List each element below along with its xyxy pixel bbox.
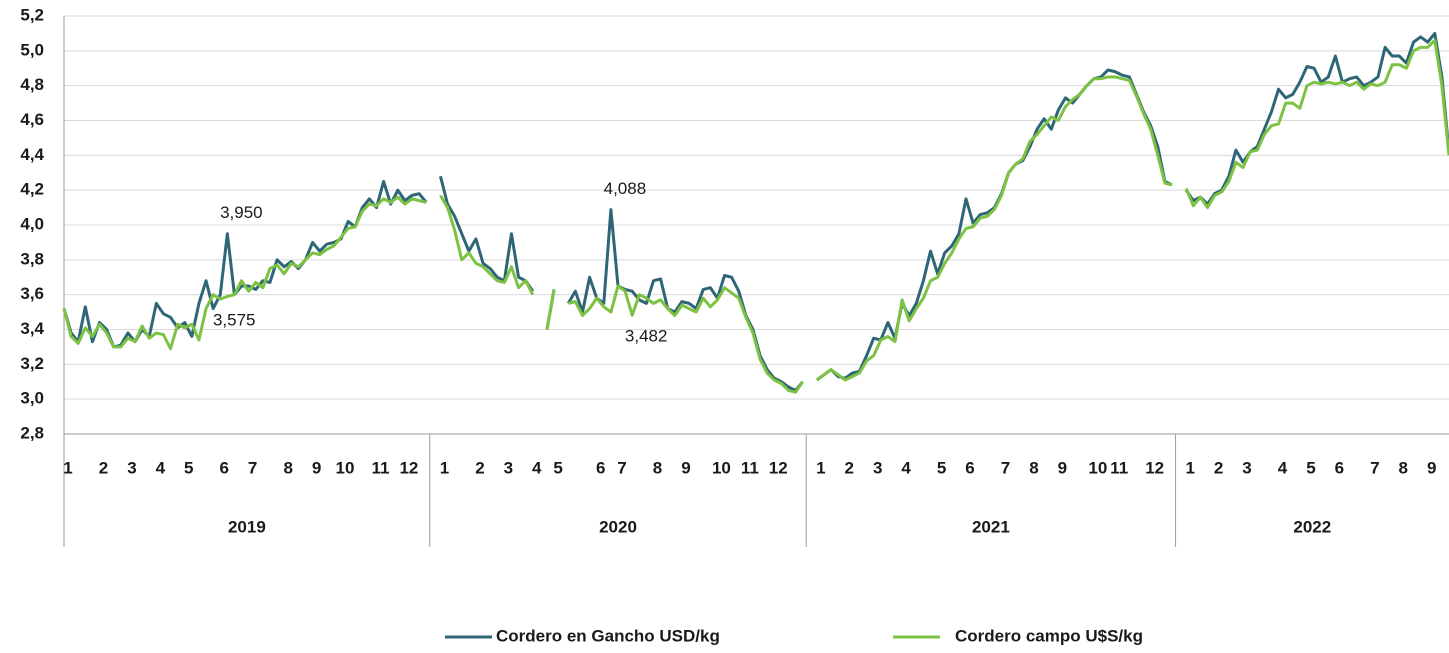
y-tick-label: 4,6 bbox=[20, 110, 44, 129]
y-tick-label: 4,4 bbox=[20, 145, 44, 164]
x-tick-label: 9 bbox=[1427, 458, 1436, 477]
x-tick-label: 12 bbox=[769, 458, 788, 477]
year-label: 2021 bbox=[972, 517, 1010, 536]
series-line bbox=[62, 38, 1449, 394]
y-tick-label: 3,0 bbox=[20, 389, 44, 408]
x-tick-label: 1 bbox=[63, 458, 72, 477]
x-tick-label: 6 bbox=[596, 458, 605, 477]
year-label: 2022 bbox=[1293, 517, 1331, 536]
year-label: 2020 bbox=[599, 517, 637, 536]
x-tick-label: 5 bbox=[1306, 458, 1315, 477]
x-tick-label: 5 bbox=[184, 458, 193, 477]
x-tick-label: 7 bbox=[248, 458, 257, 477]
y-tick-label: 2,8 bbox=[20, 423, 44, 442]
x-tick-label: 3 bbox=[873, 458, 882, 477]
y-tick-label: 3,4 bbox=[20, 319, 44, 338]
x-tick-label: 5 bbox=[937, 458, 946, 477]
x-tick-label: 2 bbox=[1214, 458, 1223, 477]
legend-label: Cordero en Gancho USD/kg bbox=[496, 626, 720, 645]
y-tick-label: 3,8 bbox=[20, 249, 44, 268]
x-tick-label: 10 bbox=[1088, 458, 1107, 477]
x-tick-label: 7 bbox=[1001, 458, 1010, 477]
x-tick-label: 7 bbox=[617, 458, 626, 477]
x-tick-label: 3 bbox=[1242, 458, 1251, 477]
x-tick-label: 11 bbox=[741, 458, 759, 477]
x-tick-label: 11 bbox=[1110, 458, 1128, 477]
x-tick-label: 5 bbox=[553, 458, 562, 477]
y-tick-label: 4,2 bbox=[20, 180, 44, 199]
x-tick-label: 3 bbox=[504, 458, 513, 477]
value-label: 3,950 bbox=[220, 203, 263, 222]
x-tick-label: 8 bbox=[1029, 458, 1038, 477]
x-tick-label: 8 bbox=[653, 458, 662, 477]
x-tick-label: 10 bbox=[336, 458, 355, 477]
x-tick-label: 6 bbox=[220, 458, 229, 477]
x-tick-label: 2 bbox=[475, 458, 484, 477]
x-tick-label: 3 bbox=[127, 458, 136, 477]
x-tick-label: 8 bbox=[283, 458, 292, 477]
x-tick-label: 1 bbox=[816, 458, 825, 477]
x-tick-label: 2 bbox=[99, 458, 108, 477]
x-tick-label: 2 bbox=[845, 458, 854, 477]
x-tick-label: 9 bbox=[312, 458, 321, 477]
y-tick-label: 5,2 bbox=[20, 5, 44, 24]
x-tick-label: 10 bbox=[712, 458, 731, 477]
value-label: 3,575 bbox=[213, 311, 256, 330]
x-tick-label: 6 bbox=[1335, 458, 1344, 477]
series-line bbox=[62, 31, 1449, 392]
x-tick-label: 1 bbox=[1185, 458, 1194, 477]
x-tick-label: 4 bbox=[532, 458, 542, 477]
y-tick-label: 5,0 bbox=[20, 40, 44, 59]
x-tick-label: 8 bbox=[1399, 458, 1408, 477]
y-tick-label: 3,2 bbox=[20, 354, 44, 373]
x-tick-label: 6 bbox=[965, 458, 974, 477]
x-tick-label: 4 bbox=[901, 458, 911, 477]
legend-label: Cordero campo U$S/kg bbox=[955, 626, 1143, 645]
year-label: 2019 bbox=[228, 517, 266, 536]
x-tick-label: 12 bbox=[1145, 458, 1164, 477]
x-tick-label: 7 bbox=[1370, 458, 1379, 477]
y-tick-label: 4,0 bbox=[20, 214, 44, 233]
x-tick-label: 12 bbox=[399, 458, 418, 477]
x-tick-label: 4 bbox=[156, 458, 166, 477]
y-tick-label: 4,8 bbox=[20, 75, 44, 94]
x-tick-label: 1 bbox=[440, 458, 449, 477]
x-tick-label: 11 bbox=[372, 458, 390, 477]
x-tick-label: 9 bbox=[1058, 458, 1067, 477]
value-label: 3,482 bbox=[625, 327, 668, 346]
y-tick-label: 3,6 bbox=[20, 284, 44, 303]
x-tick-label: 9 bbox=[681, 458, 690, 477]
value-label: 4,088 bbox=[604, 179, 647, 198]
x-tick-label: 4 bbox=[1278, 458, 1288, 477]
